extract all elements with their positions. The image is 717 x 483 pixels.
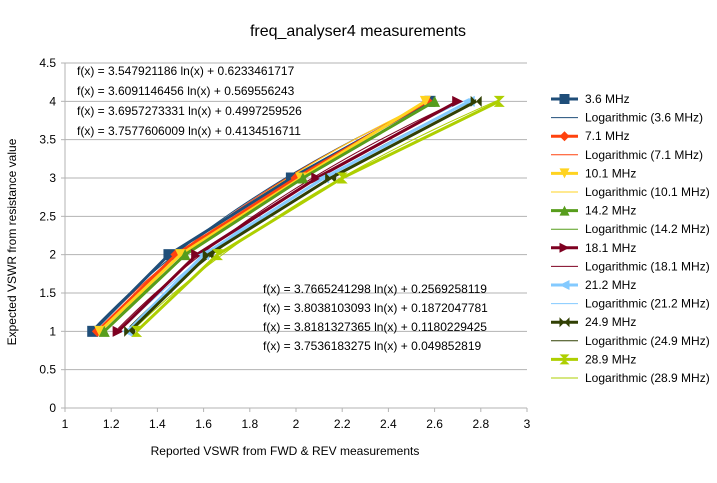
y-tick-label: 1.5 <box>39 286 56 300</box>
equation-label: f(x) = 3.7536183275 ln(x) + 0.049852819 <box>263 339 481 353</box>
series-line-7 <box>135 99 500 333</box>
chart-title: freq_analyser4 measurements <box>250 23 466 40</box>
legend-marker <box>559 205 570 216</box>
series-line-6 <box>128 100 477 333</box>
data-point <box>175 249 186 261</box>
legend-label: 7.1 MHz <box>585 129 630 143</box>
data-point <box>452 95 464 107</box>
legend-label: Logarithmic (28.9 MHz) <box>585 371 710 385</box>
x-tick-label: 2 <box>293 417 300 431</box>
x-axis-label: Reported VSWR from FWD & REV measurement… <box>151 444 420 458</box>
equation-label: f(x) = 3.7577606009 ln(x) + 0.4134516711 <box>77 124 301 138</box>
data-point <box>202 249 214 261</box>
data-point <box>131 325 143 337</box>
legend-label: 3.6 MHz <box>585 92 630 106</box>
equation-label: f(x) = 3.8181327365 ln(x) + 0.1180229425 <box>263 320 487 334</box>
legend-label: Logarithmic (10.1 MHz) <box>585 185 710 199</box>
legend-marker <box>559 168 570 179</box>
legend-label: 24.9 MHz <box>585 315 636 329</box>
legend-label: 28.9 MHz <box>585 352 636 366</box>
legend-marker <box>559 280 570 290</box>
legend-marker <box>559 94 570 104</box>
equation-label: f(x) = 3.7665241298 ln(x) + 0.2569258119 <box>263 282 487 296</box>
equation-label: f(x) = 3.6091146456 ln(x) + 0.569556243 <box>77 84 295 98</box>
y-tick-label: 2 <box>49 248 56 262</box>
legend-marker <box>559 354 570 365</box>
y-tick-label: 4 <box>49 94 56 108</box>
legend-marker <box>559 131 570 142</box>
legend-marker <box>559 242 570 253</box>
x-tick-label: 2.6 <box>426 417 443 431</box>
x-tick-label: 1.4 <box>149 417 166 431</box>
legend-label: Logarithmic (3.6 MHz) <box>585 111 703 125</box>
data-point <box>94 325 106 337</box>
legend-label: Logarithmic (24.9 MHz) <box>585 334 710 348</box>
data-point <box>179 249 191 261</box>
legend-label: 10.1 MHz <box>585 166 636 180</box>
data-point <box>493 95 505 107</box>
y-tick-label: 0 <box>49 401 56 415</box>
legend-label: Logarithmic (18.1 MHz) <box>585 259 710 273</box>
series-line-2 <box>98 100 427 333</box>
y-tick-label: 3 <box>49 171 56 185</box>
y-tick-label: 2.5 <box>39 209 56 223</box>
data-point <box>429 95 441 107</box>
x-tick-label: 3 <box>524 417 531 431</box>
data-point <box>211 249 223 261</box>
y-tick-label: 4.5 <box>39 56 56 70</box>
legend-label: Logarithmic (21.2 MHz) <box>585 297 710 311</box>
data-point <box>311 172 323 184</box>
x-tick-label: 2.2 <box>334 417 351 431</box>
x-tick-label: 2.4 <box>380 417 397 431</box>
data-point <box>419 95 431 107</box>
data-point <box>325 172 337 184</box>
x-tick-label: 1.8 <box>241 417 258 431</box>
equation-label: f(x) = 3.6957273331 ln(x) + 0.4997259526 <box>77 104 302 118</box>
data-point <box>191 249 203 261</box>
x-tick-label: 2.8 <box>472 417 489 431</box>
series-line-3 <box>103 100 436 333</box>
data-series <box>87 95 505 337</box>
legend: 3.6 MHz Logarithmic (3.6 MHz) 7.1 MHz Logar… <box>551 92 710 385</box>
data-point <box>124 325 136 337</box>
series-line-4 <box>117 100 459 333</box>
legend-label: 14.2 MHz <box>585 204 636 218</box>
x-tick-label: 1 <box>62 417 69 431</box>
y-tick-label: 1 <box>49 324 56 338</box>
legend-label: 18.1 MHz <box>585 241 636 255</box>
data-point <box>163 249 175 261</box>
y-tick-label: 3.5 <box>39 133 56 147</box>
series-line-5 <box>126 100 470 333</box>
y-axis-label: Expected VSWR from resistance value <box>5 138 19 345</box>
x-tick-label: 1.6 <box>195 417 212 431</box>
data-point <box>297 172 309 184</box>
data-point <box>112 325 124 337</box>
equation-label: f(x) = 3.8038103093 ln(x) + 0.1872047781 <box>263 301 488 315</box>
data-point <box>98 325 110 337</box>
legend-label: Logarithmic (7.1 MHz) <box>585 148 703 162</box>
legend-marker <box>559 317 570 328</box>
legend-label: Logarithmic (14.2 MHz) <box>585 222 710 236</box>
y-tick-label: 0.5 <box>39 363 56 377</box>
trend-equations: f(x) = 3.547921186 ln(x) + 0.6233461717 f… <box>77 64 488 353</box>
axes: 0 0.5 1 1.5 2 2.5 3 3.5 4 4.5 1 1.2 1.4 1.6 1.8 2 2.2 2.4… <box>39 56 530 431</box>
equation-label: f(x) = 3.547921186 ln(x) + 0.6233461717 <box>77 64 295 78</box>
data-point <box>336 172 348 184</box>
x-tick-label: 1.2 <box>103 417 120 431</box>
legend-label: 21.2 MHz <box>585 278 636 292</box>
data-point <box>470 95 482 107</box>
